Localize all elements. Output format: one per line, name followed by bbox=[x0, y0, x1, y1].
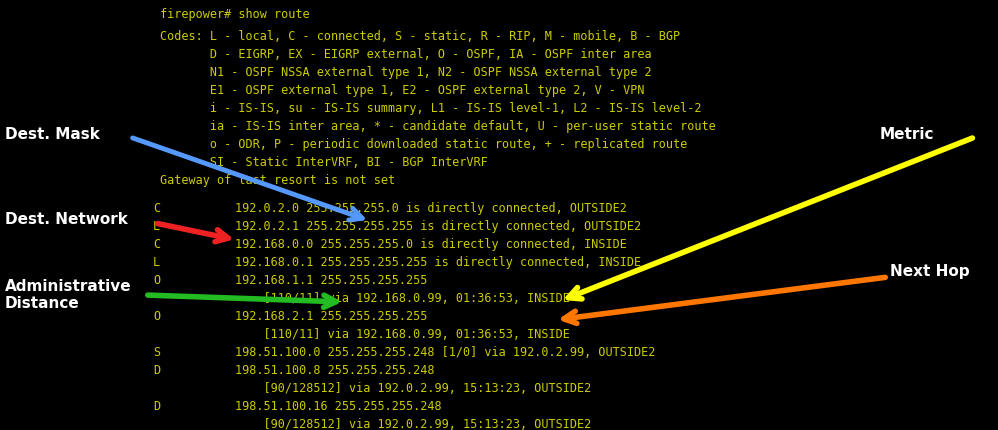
Text: 198.51.100.8 255.255.255.248: 198.51.100.8 255.255.255.248 bbox=[235, 363, 434, 376]
Text: D: D bbox=[153, 363, 160, 376]
Text: E1 - OSPF external type 1, E2 - OSPF external type 2, V - VPN: E1 - OSPF external type 1, E2 - OSPF ext… bbox=[160, 84, 645, 97]
Text: C: C bbox=[153, 202, 160, 215]
Text: D - EIGRP, EX - EIGRP external, O - OSPF, IA - OSPF inter area: D - EIGRP, EX - EIGRP external, O - OSPF… bbox=[160, 48, 652, 61]
Text: [110/11] via 192.168.0.99, 01:36:53, INSIDE: [110/11] via 192.168.0.99, 01:36:53, INS… bbox=[235, 291, 570, 304]
Text: L: L bbox=[153, 219, 160, 233]
Text: 192.0.2.1 255.255.255.255 is directly connected, OUTSIDE2: 192.0.2.1 255.255.255.255 is directly co… bbox=[235, 219, 641, 233]
Text: [90/128512] via 192.0.2.99, 15:13:23, OUTSIDE2: [90/128512] via 192.0.2.99, 15:13:23, OU… bbox=[235, 417, 591, 430]
Text: i - IS-IS, su - IS-IS summary, L1 - IS-IS level-1, L2 - IS-IS level-2: i - IS-IS, su - IS-IS summary, L1 - IS-I… bbox=[160, 102, 702, 115]
Text: 192.168.1.1 255.255.255.255: 192.168.1.1 255.255.255.255 bbox=[235, 273, 427, 286]
Text: 192.168.0.1 255.255.255.255 is directly connected, INSIDE: 192.168.0.1 255.255.255.255 is directly … bbox=[235, 255, 641, 268]
Text: Codes: L - local, C - connected, S - static, R - RIP, M - mobile, B - BGP: Codes: L - local, C - connected, S - sta… bbox=[160, 30, 680, 43]
Text: Dest. Network: Dest. Network bbox=[5, 212, 128, 227]
Text: SI - Static InterVRF, BI - BGP InterVRF: SI - Static InterVRF, BI - BGP InterVRF bbox=[160, 156, 488, 169]
Text: S: S bbox=[153, 345, 160, 358]
Text: L: L bbox=[153, 255, 160, 268]
Text: [110/11] via 192.168.0.99, 01:36:53, INSIDE: [110/11] via 192.168.0.99, 01:36:53, INS… bbox=[235, 327, 570, 340]
Text: o - ODR, P - periodic downloaded static route, + - replicated route: o - ODR, P - periodic downloaded static … bbox=[160, 138, 688, 150]
Text: Metric: Metric bbox=[880, 127, 934, 142]
Text: Gateway of last resort is not set: Gateway of last resort is not set bbox=[160, 174, 395, 187]
Text: ia - IS-IS inter area, * - candidate default, U - per-user static route: ia - IS-IS inter area, * - candidate def… bbox=[160, 120, 716, 133]
Text: 192.168.2.1 255.255.255.255: 192.168.2.1 255.255.255.255 bbox=[235, 309, 427, 322]
Text: firepower# show route: firepower# show route bbox=[160, 8, 309, 21]
Text: 198.51.100.0 255.255.255.248 [1/0] via 192.0.2.99, OUTSIDE2: 198.51.100.0 255.255.255.248 [1/0] via 1… bbox=[235, 345, 656, 358]
Text: N1 - OSPF NSSA external type 1, N2 - OSPF NSSA external type 2: N1 - OSPF NSSA external type 1, N2 - OSP… bbox=[160, 66, 652, 79]
Text: D: D bbox=[153, 399, 160, 412]
Text: 192.0.2.0 255.255.255.0 is directly connected, OUTSIDE2: 192.0.2.0 255.255.255.0 is directly conn… bbox=[235, 202, 627, 215]
Text: O: O bbox=[153, 273, 160, 286]
Text: 192.168.0.0 255.255.255.0 is directly connected, INSIDE: 192.168.0.0 255.255.255.0 is directly co… bbox=[235, 237, 627, 250]
Text: Dest. Mask: Dest. Mask bbox=[5, 127, 100, 142]
Text: C: C bbox=[153, 237, 160, 250]
Text: 198.51.100.16 255.255.255.248: 198.51.100.16 255.255.255.248 bbox=[235, 399, 442, 412]
Text: Next Hop: Next Hop bbox=[890, 264, 970, 279]
Text: O: O bbox=[153, 309, 160, 322]
Text: [90/128512] via 192.0.2.99, 15:13:23, OUTSIDE2: [90/128512] via 192.0.2.99, 15:13:23, OU… bbox=[235, 381, 591, 394]
Text: Administrative
Distance: Administrative Distance bbox=[5, 278, 132, 310]
